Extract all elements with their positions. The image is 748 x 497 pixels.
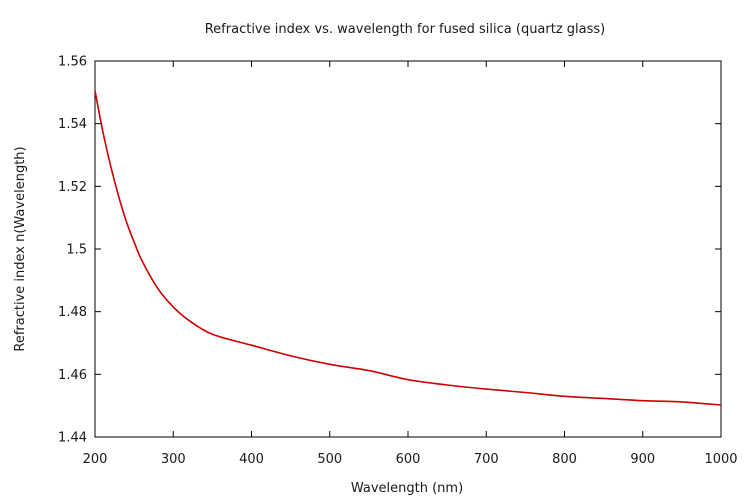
- y-axis-label: Refractive index n(Wavelength): [13, 146, 28, 351]
- plot-frame: [94, 60, 722, 438]
- y-tick-label: 1.46: [58, 368, 87, 383]
- refractive-index-curve: [94, 90, 722, 406]
- x-tick-label: 600: [396, 452, 421, 467]
- y-tick-label: 1.52: [58, 180, 87, 195]
- x-tick-label: 800: [552, 452, 577, 467]
- y-tick-label: 1.54: [58, 117, 87, 132]
- y-axis: 1.44 1.46 1.48 1.5 1.52 1.54 1.56: [58, 55, 721, 446]
- y-tick-label: 1.56: [58, 55, 87, 70]
- x-tick-label: 700: [474, 452, 499, 467]
- x-tick-label: 900: [630, 452, 655, 467]
- x-axis-label: Wavelength (nm): [351, 481, 463, 496]
- x-tick-label: 400: [239, 452, 264, 467]
- x-tick-label: 300: [161, 452, 186, 467]
- chart-title: Refractive index vs. wavelength for fuse…: [205, 22, 606, 37]
- y-tick-label: 1.48: [58, 305, 87, 320]
- y-tick-label: 1.44: [58, 431, 87, 446]
- y-tick-label: 1.5: [66, 243, 87, 258]
- x-axis: 200 300 400 500 600 700 800 900 1000: [83, 61, 738, 467]
- x-tick-label: 1000: [704, 452, 737, 467]
- x-tick-label: 200: [83, 452, 108, 467]
- x-tick-label: 500: [317, 452, 342, 467]
